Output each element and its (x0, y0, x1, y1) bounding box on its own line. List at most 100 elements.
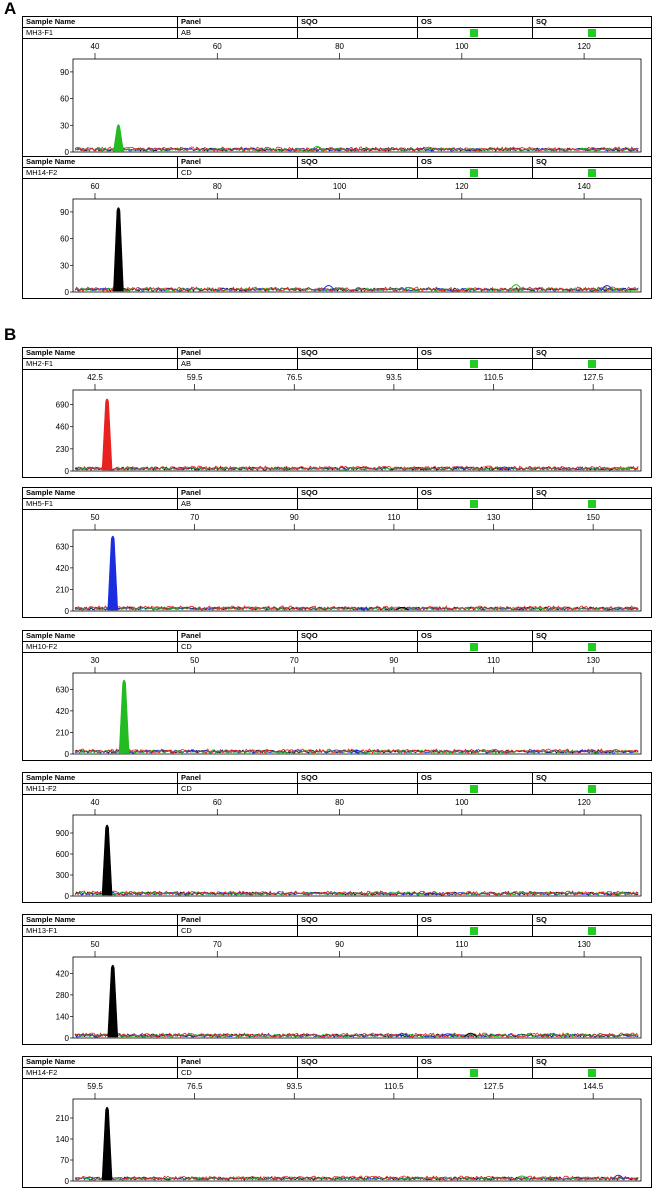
main-peak (113, 207, 124, 292)
minor-peak (151, 607, 165, 611)
os-flag-icon (470, 927, 478, 935)
header-sqo: SQO (298, 157, 418, 167)
electropherogram-panel: Sample Name Panel SQO OS SQ MH10-F2 CD 3… (22, 630, 652, 761)
header-panel: Panel (178, 488, 298, 498)
os-flag-icon (470, 29, 478, 37)
sq-value (533, 784, 651, 794)
os-flag-icon (470, 785, 478, 793)
minor-peak (424, 892, 438, 896)
plot-frame (72, 58, 642, 153)
sqo-value (298, 359, 418, 369)
x-tick-label: 76.5 (187, 1082, 203, 1091)
panel-values: MH11-F2 CD (23, 784, 651, 795)
panel-name: AB (178, 359, 298, 369)
sqo-value (298, 926, 418, 936)
electropherogram-panel: Sample Name Panel SQO OS SQ MH3-F1 AB 40… (22, 16, 652, 159)
header-panel: Panel (178, 631, 298, 641)
panel-name: AB (178, 499, 298, 509)
panel-name: CD (178, 1068, 298, 1078)
x-tick-label: 120 (577, 42, 591, 51)
plot-frame (72, 1098, 642, 1182)
plot-frame (72, 198, 642, 293)
x-tick-label: 130 (487, 513, 501, 522)
os-value (418, 28, 533, 38)
baseline-noise-red (74, 286, 639, 292)
y-tick-label: 300 (56, 871, 70, 880)
y-tick-label: 210 (56, 728, 70, 737)
minor-peak (396, 606, 409, 611)
sample-name: MH2-F1 (23, 359, 178, 369)
main-peak (118, 679, 130, 754)
header-sq: SQ (536, 17, 547, 26)
plot-frame (72, 529, 642, 612)
x-tick-label: 90 (389, 656, 398, 665)
y-tick-label: 140 (56, 1012, 70, 1021)
panel-values: MH3-F1 AB (23, 28, 651, 39)
baseline-noise-red (74, 1032, 639, 1038)
header-sample-name: Sample Name (23, 157, 178, 167)
x-tick-label: 130 (577, 940, 591, 949)
x-tick-label: 120 (455, 182, 469, 191)
section-label-b: B (4, 325, 17, 344)
baseline-noise-red (74, 890, 639, 896)
os-flag-icon (470, 1069, 478, 1077)
header-sqo: SQO (298, 348, 418, 358)
baseline-noise-red (74, 146, 639, 152)
panel-header: Sample Name Panel SQO OS SQ (23, 348, 651, 359)
x-tick-label: 80 (213, 182, 222, 191)
panel-header: Sample Name Panel SQO OS SQ (23, 773, 651, 784)
chart-area: 60 80 100 120 140 0 30 60 90 (23, 179, 651, 298)
sample-name: MH14-F2 (23, 1068, 178, 1078)
sq-value (533, 1068, 651, 1078)
y-tick-label: 0 (65, 607, 70, 616)
os-flag-icon (470, 169, 478, 177)
y-tick-label: 230 (56, 445, 70, 454)
panel-header: Sample Name Panel SQO OS SQ (23, 488, 651, 499)
x-tick-label: 70 (213, 940, 222, 949)
chart-area: 50 70 90 110 130 0 140 280 420 (23, 937, 651, 1044)
header-sq: SQ (536, 348, 547, 357)
chart-area: 40 60 80 100 120 0 300 600 900 (23, 795, 651, 902)
minor-peak (441, 1033, 455, 1038)
x-tick-label: 120 (577, 798, 591, 807)
os-value (418, 784, 533, 794)
y-tick-label: 0 (65, 892, 70, 901)
x-tick-label: 59.5 (87, 1082, 103, 1091)
chart-area: 59.5 76.5 93.5 110.5 127.5 144.5 0 70 140 210 (23, 1079, 651, 1187)
electropherogram-chart: 42.5 59.5 76.5 93.5 110.5 127.5 0 230 460 690 (56, 373, 642, 476)
x-tick-label: 100 (333, 182, 347, 191)
electropherogram-chart: 59.5 76.5 93.5 110.5 127.5 144.5 0 70 140 210 (56, 1082, 642, 1186)
panel-header: Sample Name Panel SQO OS SQ (23, 1057, 651, 1068)
x-tick-label: 110 (487, 656, 500, 665)
header-sq: SQ (536, 631, 547, 640)
x-tick-label: 60 (91, 182, 100, 191)
sq-value (533, 499, 651, 509)
main-peak (113, 124, 124, 152)
baseline-noise-red (74, 748, 639, 754)
sqo-value (298, 1068, 418, 1078)
y-tick-label: 60 (60, 235, 69, 244)
x-tick-label: 50 (91, 513, 100, 522)
y-tick-label: 0 (65, 1177, 70, 1186)
x-tick-label: 60 (213, 42, 222, 51)
minor-peak (322, 285, 336, 292)
minor-peak (532, 607, 546, 611)
sq-flag-icon (588, 785, 596, 793)
x-tick-label: 59.5 (187, 373, 203, 382)
y-tick-label: 600 (56, 850, 70, 859)
x-tick-label: 93.5 (286, 1082, 302, 1091)
panel-values: MH14-F2 CD (23, 168, 651, 179)
y-tick-label: 0 (65, 1034, 70, 1043)
os-value (418, 359, 533, 369)
x-tick-label: 93.5 (386, 373, 402, 382)
y-tick-label: 60 (60, 95, 69, 104)
panel-name: CD (178, 642, 298, 652)
main-peak (107, 535, 119, 611)
y-tick-label: 210 (56, 585, 70, 594)
header-os: OS (418, 157, 533, 167)
minor-peak (600, 285, 614, 292)
x-tick-label: 76.5 (286, 373, 302, 382)
main-peak (101, 824, 113, 896)
baseline-noise-red (74, 465, 639, 471)
sq-value (533, 359, 651, 369)
